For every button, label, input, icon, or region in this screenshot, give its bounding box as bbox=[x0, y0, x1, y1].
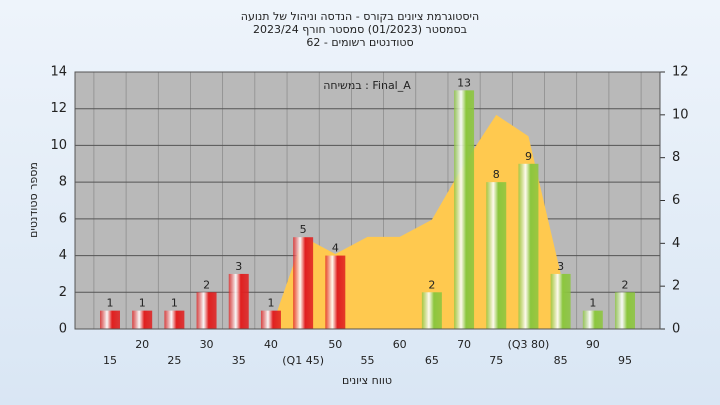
x-tick-label: 30 bbox=[200, 338, 214, 351]
data-label: 1 bbox=[267, 297, 274, 310]
chart-subtitle: בסמסטר (01/2023) סמסטר חורף 2023/24 bbox=[253, 23, 467, 36]
x-tick-label: 20 bbox=[135, 338, 149, 351]
y-tick-label: 4 bbox=[59, 248, 67, 263]
y-tick-label: 0 bbox=[59, 322, 67, 337]
data-label: 1 bbox=[589, 297, 596, 310]
bar bbox=[486, 182, 507, 329]
bar bbox=[550, 273, 571, 329]
data-label: 3 bbox=[235, 260, 242, 273]
x-tick-label: 70 bbox=[457, 338, 471, 351]
x-tick-label: 35 bbox=[232, 354, 246, 367]
data-label: 5 bbox=[300, 223, 307, 236]
y2-tick-label: 12 bbox=[672, 65, 689, 80]
bar bbox=[196, 292, 217, 329]
y-tick-label: 14 bbox=[50, 65, 67, 80]
x-tick-label: 40 bbox=[264, 338, 278, 351]
bar bbox=[293, 237, 314, 329]
data-label: 8 bbox=[493, 168, 500, 181]
y-tick-label: 2 bbox=[59, 285, 67, 300]
y-tick-label: 10 bbox=[50, 138, 67, 153]
data-label: 3 bbox=[557, 260, 564, 273]
x-tick-label: 60 bbox=[393, 338, 407, 351]
y2-tick-label: 8 bbox=[672, 150, 680, 165]
y2-tick-label: 0 bbox=[672, 322, 680, 337]
annotation: במשיחה : Final_A bbox=[323, 79, 411, 92]
x-tick-label: 55 bbox=[361, 354, 375, 367]
y-tick-label: 12 bbox=[50, 101, 67, 116]
bar bbox=[164, 310, 185, 329]
bar bbox=[100, 310, 120, 329]
x-tick-label: (Q3 80) bbox=[508, 338, 550, 351]
y2-tick-label: 10 bbox=[672, 107, 689, 122]
bar bbox=[615, 292, 635, 329]
x-tick-label: 95 bbox=[618, 354, 632, 367]
y2-tick-label: 6 bbox=[672, 193, 680, 208]
data-label: 1 bbox=[139, 297, 146, 310]
chart-title: היסטוגרמת ציונים בקורס - הנדסה וניהול של… bbox=[241, 10, 479, 23]
data-label: 1 bbox=[171, 297, 178, 310]
x-tick-label: 90 bbox=[586, 338, 600, 351]
data-label: 2 bbox=[622, 278, 629, 291]
bar bbox=[228, 273, 249, 329]
bar bbox=[325, 255, 346, 329]
y-tick-label: 6 bbox=[59, 211, 67, 226]
y-tick-label: 8 bbox=[59, 175, 67, 190]
y2-tick-label: 4 bbox=[672, 236, 680, 251]
bar bbox=[518, 163, 539, 329]
data-label: 4 bbox=[332, 242, 339, 255]
x-tick-label: 25 bbox=[167, 354, 181, 367]
y2-tick-label: 2 bbox=[672, 279, 680, 294]
plot-border bbox=[74, 71, 661, 330]
x-tick-label: 85 bbox=[554, 354, 568, 367]
data-label: 2 bbox=[428, 278, 435, 291]
data-label: 1 bbox=[107, 297, 114, 310]
data-label: 2 bbox=[203, 278, 210, 291]
bar bbox=[421, 292, 442, 329]
bar bbox=[132, 310, 153, 329]
x-tick-label: 65 bbox=[425, 354, 439, 367]
bar bbox=[260, 310, 281, 329]
x-tick-label: 50 bbox=[328, 338, 342, 351]
x-tick-label: (Q1 45) bbox=[282, 354, 324, 367]
x-tick-label: 15 bbox=[103, 354, 117, 367]
data-label: 13 bbox=[457, 76, 471, 89]
bar bbox=[454, 90, 475, 329]
data-label: 9 bbox=[525, 150, 532, 163]
chart-subtitle: סטודנטים רשומים - 62 bbox=[306, 36, 413, 49]
x-axis-label: טווח ציונים bbox=[342, 374, 392, 387]
x-tick-label: 75 bbox=[489, 354, 503, 367]
y-axis-label: מספר סטודנטים bbox=[27, 162, 40, 238]
bar bbox=[582, 310, 603, 329]
